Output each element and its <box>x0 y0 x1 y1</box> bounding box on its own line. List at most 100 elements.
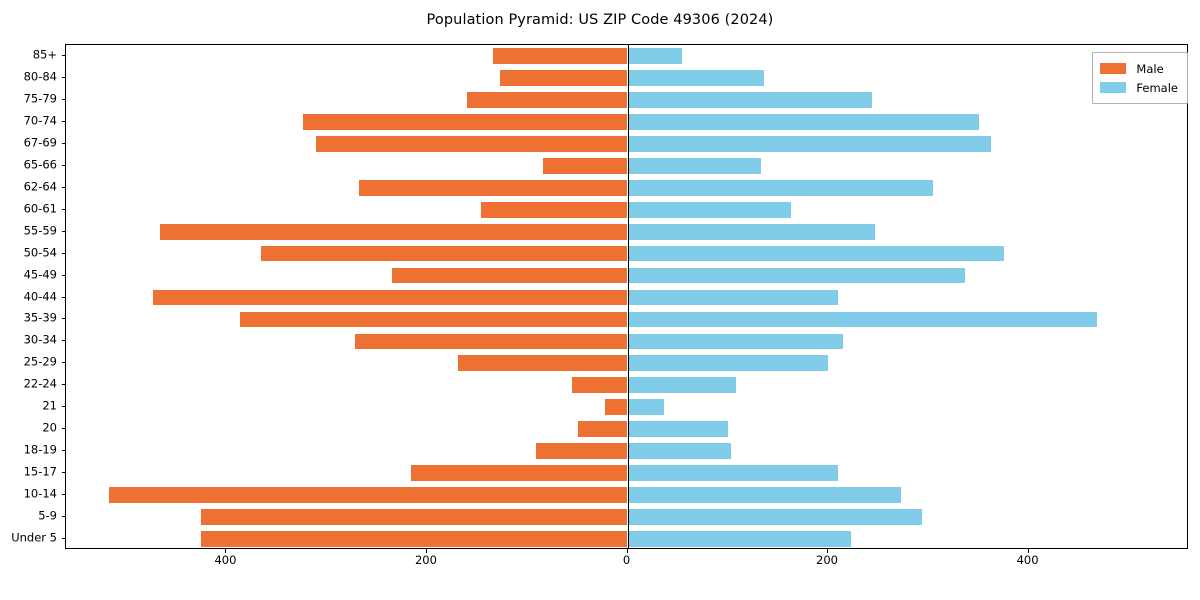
female-bar <box>627 179 934 196</box>
bar-row <box>66 91 1187 108</box>
y-axis-tick-label: 30-34 <box>23 332 57 347</box>
male-bar <box>260 245 628 262</box>
y-axis-tick-mark <box>61 406 65 408</box>
bar-row <box>66 421 1187 438</box>
y-axis-tick-mark <box>61 164 65 166</box>
male-bar <box>467 91 628 108</box>
male-bar <box>458 355 628 372</box>
female-bar <box>627 333 844 350</box>
y-axis-tick-label: 18-19 <box>23 442 57 457</box>
y-axis-tick-label: 60-61 <box>23 200 57 215</box>
bar-row <box>66 531 1187 547</box>
y-axis-tick-mark <box>61 538 65 540</box>
bars-layer <box>66 45 1187 548</box>
bar-row <box>66 289 1187 306</box>
x-axis-tick-mark <box>225 549 227 553</box>
bar-row <box>66 223 1187 240</box>
y-axis-tick-mark <box>61 76 65 78</box>
y-axis-tick-label: 50-54 <box>23 244 57 259</box>
x-axis-tick-label: 400 <box>1016 553 1039 567</box>
y-axis-tick-label: 20 <box>42 420 57 435</box>
bar-row <box>66 333 1187 350</box>
x-axis-tick-mark <box>827 549 829 553</box>
female-bar <box>627 48 682 64</box>
chart-title: Population Pyramid: US ZIP Code 49306 (2… <box>426 12 774 28</box>
y-axis-tick-mark <box>61 142 65 144</box>
female-bar <box>627 267 966 284</box>
y-axis-tick-label: 85+ <box>32 47 57 62</box>
bar-row <box>66 179 1187 196</box>
y-axis-tick-mark <box>61 494 65 496</box>
y-axis-tick-mark <box>61 384 65 386</box>
female-bar <box>627 531 852 547</box>
x-axis-tick-label: 0 <box>622 553 631 567</box>
x-axis-tick-label: 400 <box>214 553 237 567</box>
female-bar <box>627 223 876 240</box>
male-bar <box>201 531 628 547</box>
y-axis-tick-label: 40-44 <box>23 288 57 303</box>
female-bar <box>627 377 736 394</box>
y-axis-tick-mark <box>61 120 65 122</box>
female-bar <box>627 509 923 525</box>
y-axis-tick-label: 67-69 <box>23 135 57 150</box>
legend-label: Male <box>1136 61 1164 76</box>
female-bar <box>627 421 728 438</box>
male-bar <box>481 201 628 218</box>
y-axis-tick-label: 62-64 <box>23 178 57 193</box>
bar-row <box>66 311 1187 328</box>
bar-row <box>66 399 1187 416</box>
male-bar <box>315 135 628 152</box>
female-bar <box>627 487 902 503</box>
bar-row <box>66 70 1187 86</box>
y-axis-tick-mark <box>61 450 65 452</box>
y-axis-tick-label: 22-24 <box>23 376 57 391</box>
male-bar <box>536 443 628 460</box>
y-axis-tick-label: 75-79 <box>23 91 57 106</box>
female-bar <box>627 355 829 372</box>
male-bar <box>160 223 628 240</box>
male-bar <box>302 113 628 130</box>
plot-area <box>65 44 1188 549</box>
bar-row <box>66 113 1187 130</box>
y-axis-tick-label: 35-39 <box>23 310 57 325</box>
y-axis-tick-mark <box>61 296 65 298</box>
female-bar <box>627 113 980 130</box>
female-bar <box>627 135 992 152</box>
male-bar <box>605 399 628 416</box>
y-axis-tick-mark <box>61 186 65 188</box>
female-bar <box>627 157 761 174</box>
male-bar <box>358 179 628 196</box>
bar-row <box>66 465 1187 482</box>
bar-row <box>66 201 1187 218</box>
x-axis-tick-label: 200 <box>816 553 838 567</box>
female-bar <box>627 245 1004 262</box>
bar-row <box>66 443 1187 460</box>
male-bar <box>201 509 628 525</box>
y-axis-tick-mark <box>61 98 65 100</box>
bar-row <box>66 355 1187 372</box>
legend-item[interactable]: Female <box>1100 78 1178 97</box>
y-axis-tick-label: 25-29 <box>23 354 57 369</box>
male-bar <box>543 157 628 174</box>
legend-color-swatch <box>1100 82 1127 93</box>
female-bar <box>627 311 1097 328</box>
male-bar <box>354 333 628 350</box>
bar-row <box>66 267 1187 284</box>
y-axis-tick-label: 15-17 <box>23 464 57 479</box>
legend-item[interactable]: Male <box>1100 59 1178 78</box>
female-bar <box>627 465 839 482</box>
x-axis-tick-mark <box>425 549 427 553</box>
y-axis-tick-mark <box>61 340 65 342</box>
y-axis-tick-mark <box>61 428 65 430</box>
female-bar <box>627 91 873 108</box>
y-axis-tick-label: 65-66 <box>23 157 57 171</box>
bar-row <box>66 245 1187 262</box>
y-axis-tick-mark <box>61 230 65 232</box>
male-bar <box>109 487 628 503</box>
y-axis-tick-label: 55-59 <box>23 222 57 237</box>
bar-row <box>66 509 1187 525</box>
y-axis-tick-mark <box>61 362 65 364</box>
x-axis-tick-mark <box>1027 549 1029 553</box>
